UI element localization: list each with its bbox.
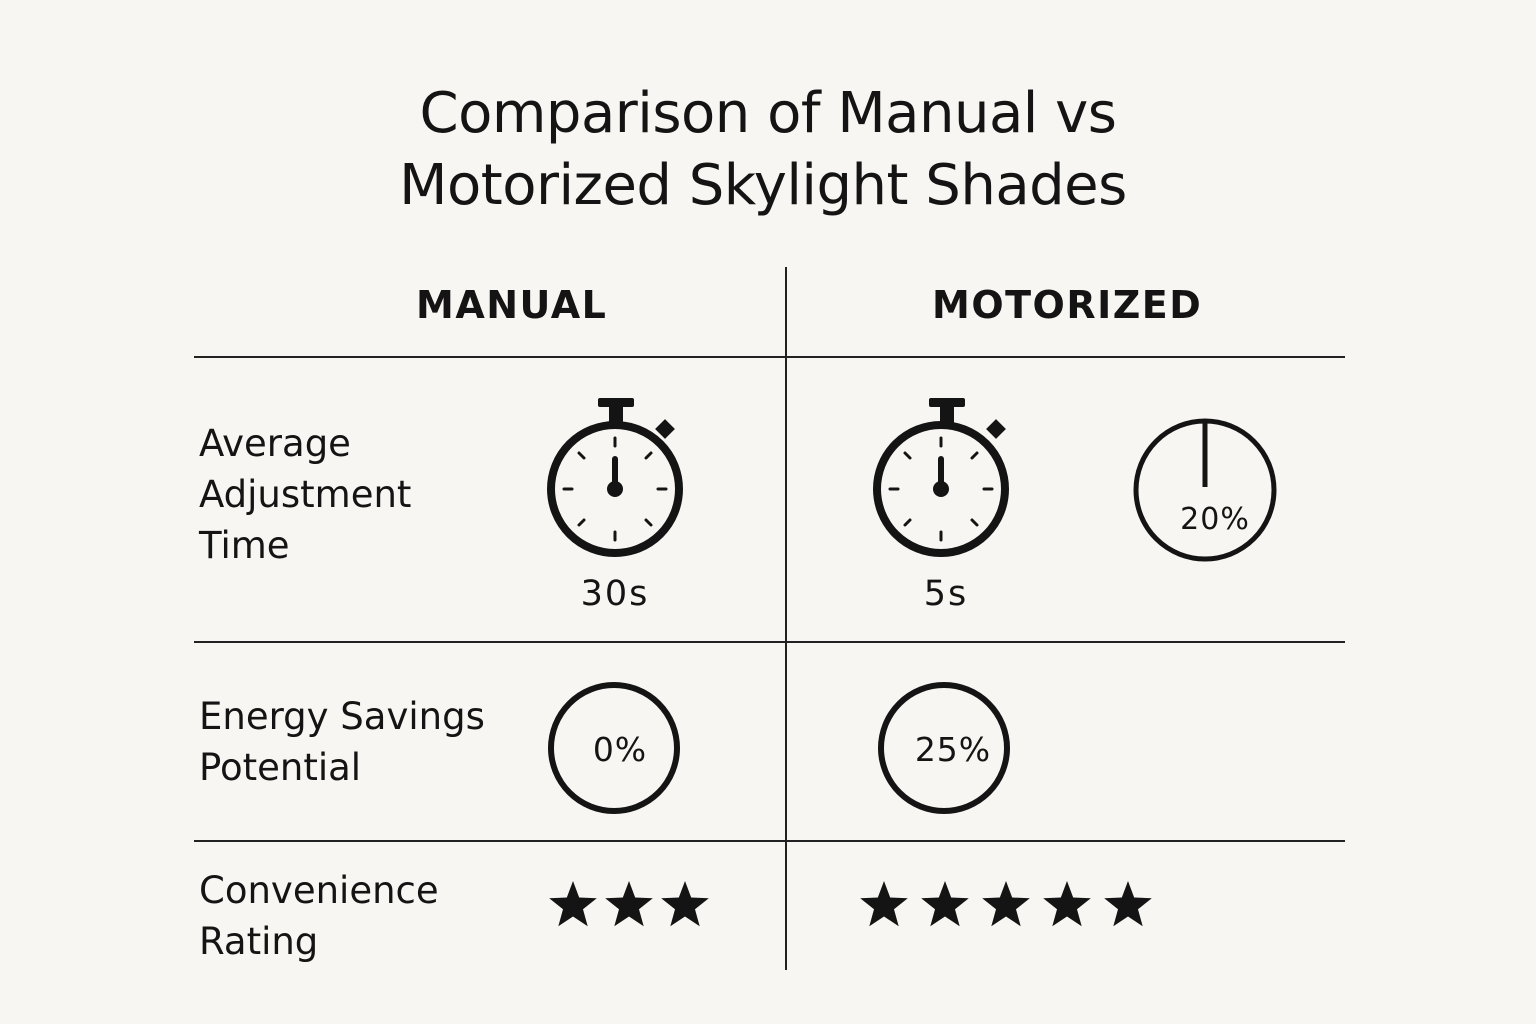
label-line: Adjustment xyxy=(199,473,412,516)
star-full-icon xyxy=(549,881,597,927)
page-title: Comparison of Manual vs Motorized Skylig… xyxy=(0,78,1536,222)
motorized-star-rating xyxy=(860,881,1152,927)
manual-adjustment-time-value: 30s xyxy=(580,574,650,614)
column-divider xyxy=(785,267,787,970)
row-label-adjustment-time: Average Adjustment Time xyxy=(199,418,411,571)
percent-gauge-icon xyxy=(1133,418,1277,562)
energy-savings-ring xyxy=(878,682,1010,814)
motorized-adjustment-percent: 20% xyxy=(1180,502,1250,537)
stopwatch-icon xyxy=(873,398,1009,557)
row-divider-2 xyxy=(194,840,1345,842)
manual-energy-savings-value: 0% xyxy=(592,730,648,769)
label-line: Time xyxy=(199,524,290,567)
energy-savings-ring xyxy=(548,682,680,814)
label-line: Convenience xyxy=(199,869,439,912)
star-full-icon xyxy=(982,881,1030,927)
star-full-icon xyxy=(860,881,908,927)
star-full-icon xyxy=(661,881,709,927)
header-divider xyxy=(194,356,1345,358)
row-divider-1 xyxy=(194,641,1345,643)
label-line: Average xyxy=(199,422,351,465)
title-line-2: Motorized Skylight Shades xyxy=(399,153,1127,218)
star-full-icon xyxy=(1043,881,1091,927)
column-header-motorized: MOTORIZED xyxy=(932,283,1203,327)
star-full-icon xyxy=(921,881,969,927)
stopwatch-icon xyxy=(547,398,683,557)
label-line: Potential xyxy=(199,746,362,789)
manual-star-rating xyxy=(549,881,709,927)
row-label-convenience: Convenience Rating xyxy=(199,865,439,967)
motorized-adjustment-time-value: 5s xyxy=(923,574,969,614)
star-full-icon xyxy=(605,881,653,927)
label-line: Rating xyxy=(199,920,319,963)
label-line: Energy Savings xyxy=(199,695,485,738)
title-line-1: Comparison of Manual vs xyxy=(419,81,1117,146)
column-header-manual: MANUAL xyxy=(416,283,608,327)
star-full-icon xyxy=(1104,881,1152,927)
row-label-energy-savings: Energy Savings Potential xyxy=(199,691,485,793)
motorized-energy-savings-value: 25% xyxy=(914,730,992,769)
